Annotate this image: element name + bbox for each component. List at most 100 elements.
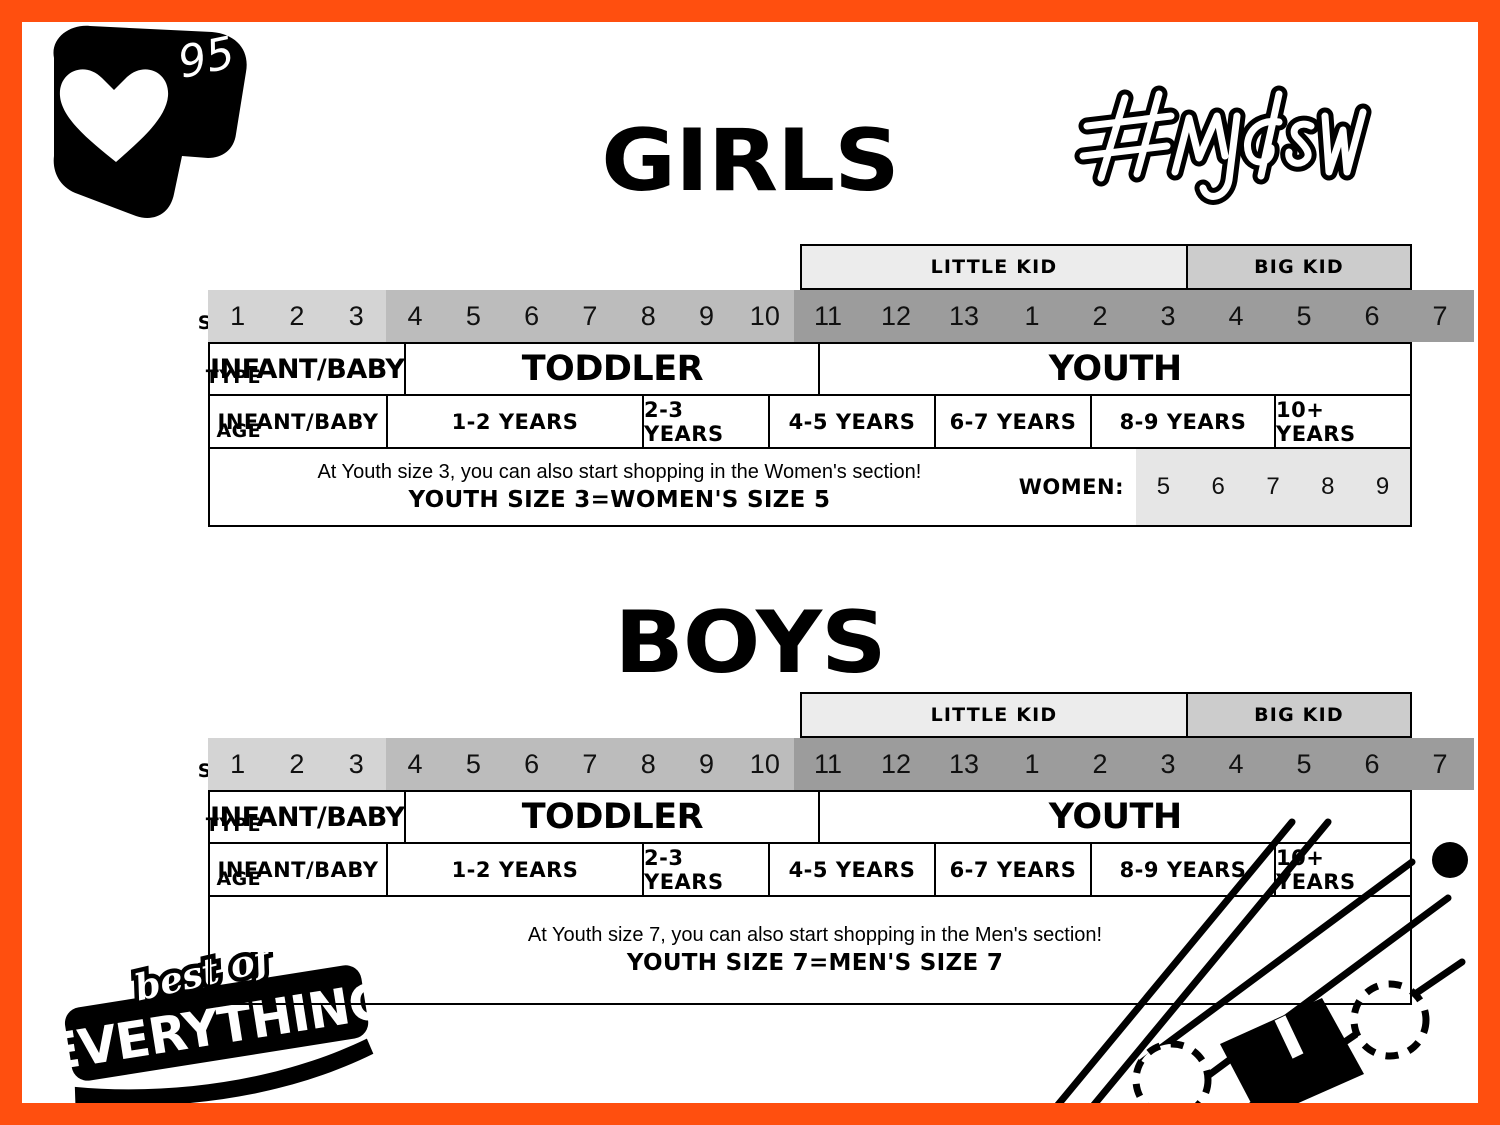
age-cell: 4-5 YEARS bbox=[768, 396, 934, 449]
size-cell: 13 bbox=[948, 300, 979, 331]
size-cell: 10 bbox=[749, 748, 780, 779]
size-cell: 4 bbox=[1228, 748, 1244, 779]
age-cell: 2-3 YEARS bbox=[642, 844, 768, 897]
poster-canvas: 95 95 bbox=[22, 22, 1478, 1103]
women-size-cell: 9 bbox=[1375, 473, 1390, 500]
little-kid-band: LITTLE KID bbox=[800, 692, 1188, 738]
size-cell: 7 bbox=[1432, 748, 1448, 779]
size-cell: 5 bbox=[1296, 748, 1312, 779]
girls-section-title: GIRLS bbox=[601, 111, 899, 211]
age-cell: 6-7 YEARS bbox=[934, 844, 1090, 897]
note-line-2: YOUTH SIZE 3=WOMEN'S SIZE 5 bbox=[408, 487, 831, 513]
age-row: INFANT/BABY 1-2 YEARS 2-3 YEARS 4-5 YEAR… bbox=[208, 396, 1412, 449]
size-cell: 8 bbox=[640, 300, 656, 331]
size-cell: 1 bbox=[1024, 300, 1040, 331]
size-cell: 7 bbox=[582, 748, 598, 779]
row-label-age: AGE bbox=[216, 420, 261, 442]
size-cell: 10 bbox=[749, 300, 780, 331]
sizes-row: 1 2 3 4 5 6 7 8 9 10 11 12 13 1 bbox=[208, 738, 1474, 790]
age-cell: 6-7 YEARS bbox=[934, 396, 1090, 449]
svg-text:95: 95 bbox=[174, 27, 239, 89]
size-cell: 5 bbox=[465, 748, 481, 779]
boys-section-title: BOYS bbox=[614, 593, 886, 693]
type-cell-infant: INFANT/BABY bbox=[208, 790, 405, 844]
size-cell: 6 bbox=[524, 300, 540, 331]
size-cell: 6 bbox=[1364, 300, 1380, 331]
size-cell: 11 bbox=[813, 300, 842, 331]
boys-crossover-note: At Youth size 7, you can also start shop… bbox=[208, 897, 1412, 1005]
type-row: INFANT/BABY TODDLER YOUTH bbox=[208, 342, 1412, 396]
women-size-cell: 6 bbox=[1211, 473, 1225, 500]
note-text-block: At Youth size 7, you can also start shop… bbox=[210, 924, 1410, 976]
size-cell: 12 bbox=[880, 748, 911, 779]
size-cell: 2 bbox=[1092, 748, 1108, 779]
size-cell: 7 bbox=[1432, 300, 1448, 331]
size-cell: 3 bbox=[348, 300, 364, 331]
size-cell: 9 bbox=[699, 300, 715, 331]
size-cell: 1 bbox=[230, 300, 246, 331]
sizes-segment-toddler: 4 5 6 7 8 9 10 bbox=[385, 738, 794, 790]
size-cell: 9 bbox=[699, 748, 715, 779]
row-label-age: AGE bbox=[216, 868, 261, 890]
little-kid-band: LITTLE KID bbox=[800, 244, 1188, 290]
type-cell-youth: YOUTH bbox=[818, 342, 1412, 396]
kid-band-row: LITTLE KID BIG KID bbox=[800, 244, 1412, 290]
women-sizes-band: 5 6 7 8 9 bbox=[1136, 449, 1410, 525]
mydsw-hashtag-logo bbox=[1067, 60, 1377, 220]
sizes-segment-toddler: 4 5 6 7 8 9 10 bbox=[385, 290, 794, 342]
women-size-cell: 8 bbox=[1321, 473, 1335, 500]
sizes-segment-youth: 11 12 13 1 2 3 4 5 6 7 bbox=[793, 738, 1474, 790]
note-line-1: At Youth size 7, you can also start shop… bbox=[527, 924, 1103, 946]
size-cell: 4 bbox=[407, 748, 423, 779]
age-cell: 8-9 YEARS bbox=[1090, 844, 1274, 897]
size-cell: 1 bbox=[230, 748, 246, 779]
size-cell: 2 bbox=[289, 300, 305, 331]
type-cell-infant: INFANT/BABY bbox=[208, 342, 405, 396]
age-cell: 8-9 YEARS bbox=[1090, 396, 1274, 449]
note-text-block: At Youth size 3, you can also start shop… bbox=[210, 461, 1019, 513]
women-crossover-label: WOMEN: bbox=[1018, 475, 1124, 499]
age-cell: INFANT/BABY bbox=[208, 844, 386, 897]
type-row: INFANT/BABY TODDLER YOUTH bbox=[208, 790, 1412, 844]
size-cell: 4 bbox=[407, 300, 423, 331]
age-cell: 4-5 YEARS bbox=[768, 844, 934, 897]
size-cell: 1 bbox=[1024, 748, 1040, 779]
size-cell: 12 bbox=[880, 300, 911, 331]
age-cell: 2-3 YEARS bbox=[642, 396, 768, 449]
heart-like-badge: 95 bbox=[32, 22, 272, 226]
age-cell: INFANT/BABY bbox=[208, 396, 386, 449]
type-cell-toddler: TODDLER bbox=[404, 790, 819, 844]
big-kid-band: BIG KID bbox=[1188, 692, 1412, 738]
cassette-tape-decoration bbox=[992, 812, 1478, 1103]
sizes-row: 1 2 3 4 5 6 7 8 9 10 11 12 13 1 bbox=[208, 290, 1474, 342]
size-cell: 3 bbox=[1160, 300, 1176, 331]
row-label-type: TYPE bbox=[205, 814, 261, 836]
note-line-1: At Youth size 3, you can also start shop… bbox=[317, 461, 922, 483]
row-label-type: TYPE bbox=[205, 366, 261, 388]
women-size-cell: 5 bbox=[1156, 473, 1171, 500]
size-cell: 5 bbox=[1296, 300, 1312, 331]
sizes-segment-youth: 11 12 13 1 2 3 4 5 6 7 bbox=[793, 290, 1474, 342]
size-cell: 2 bbox=[1092, 300, 1108, 331]
size-cell: 4 bbox=[1228, 300, 1244, 331]
size-cell: 6 bbox=[1364, 748, 1380, 779]
size-cell: 8 bbox=[640, 748, 656, 779]
size-cell: 11 bbox=[813, 748, 842, 779]
age-cell: 1-2 YEARS bbox=[386, 844, 642, 897]
size-cell: 13 bbox=[948, 748, 979, 779]
age-cell: 1-2 YEARS bbox=[386, 396, 642, 449]
age-cell: 10+ YEARS bbox=[1274, 396, 1412, 449]
girls-crossover-note: At Youth size 3, you can also start shop… bbox=[208, 449, 1412, 527]
age-cell: 10+ YEARS bbox=[1274, 844, 1412, 897]
size-cell: 3 bbox=[1160, 748, 1176, 779]
size-cell: 2 bbox=[289, 748, 305, 779]
big-kid-band: BIG KID bbox=[1188, 244, 1412, 290]
sizes-segment-infant: 1 2 3 bbox=[208, 738, 386, 790]
women-size-cell: 7 bbox=[1266, 473, 1280, 500]
size-cell: 6 bbox=[524, 748, 540, 779]
note-line-2: YOUTH SIZE 7=MEN'S SIZE 7 bbox=[626, 950, 1004, 976]
sizes-segment-infant: 1 2 3 bbox=[208, 290, 386, 342]
best-of-everything-logo: EVERYTHING best of best of bbox=[32, 952, 402, 1103]
size-cell: 5 bbox=[465, 300, 481, 331]
type-cell-toddler: TODDLER bbox=[404, 342, 819, 396]
